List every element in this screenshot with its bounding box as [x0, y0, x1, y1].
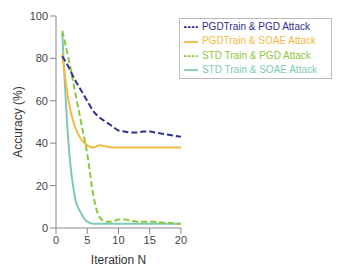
html-text:STD Train & SOAE Attack: STD Train & SOAE Attack — [202, 64, 317, 76]
svg-text:Accuracy (%): Accuracy (%) — [11, 86, 25, 157]
svg-text:Iteration N: Iteration N — [91, 253, 146, 267]
svg-text:10: 10 — [112, 234, 124, 246]
svg-text:5: 5 — [84, 234, 90, 246]
svg-text:40: 40 — [36, 137, 48, 149]
svg-text:20: 20 — [175, 234, 187, 246]
html-text:PGDTrain & PGD Attack: PGDTrain & PGD Attack — [202, 21, 310, 32]
svg-text:15: 15 — [144, 234, 156, 246]
svg-text:60: 60 — [36, 95, 48, 107]
svg-text:100: 100 — [30, 10, 48, 22]
svg-text:80: 80 — [36, 52, 48, 64]
html-text:STD Train & PGD Attack: STD Train & PGD Attack — [202, 49, 311, 61]
svg-text:0: 0 — [53, 234, 59, 246]
svg-text:0: 0 — [42, 222, 48, 234]
svg-text:20: 20 — [36, 180, 48, 192]
html-text:PGDTrain & SOAE Attack: PGDTrain & SOAE Attack — [202, 35, 317, 47]
